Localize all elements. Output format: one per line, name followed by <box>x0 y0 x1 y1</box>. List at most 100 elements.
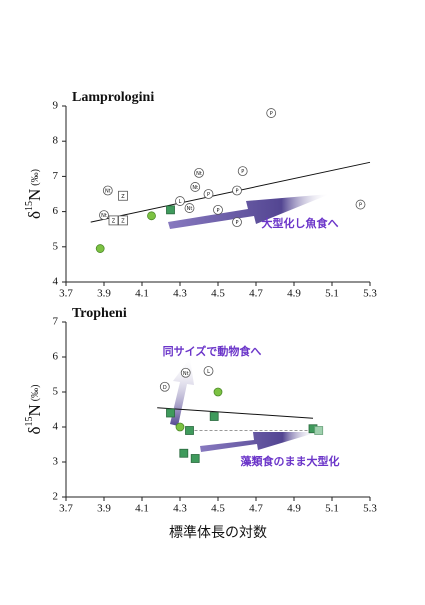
y-label-element: N <box>25 404 44 416</box>
chart-title: Lamprologini <box>72 90 154 105</box>
y-tick-label: 3 <box>53 456 59 468</box>
point-label: P <box>359 203 362 209</box>
annotation: 藻類食のまま大型化 <box>241 454 340 468</box>
x-tick-label: 3.9 <box>97 503 111 515</box>
y-tick-label: 7 <box>53 170 59 182</box>
point <box>355 199 366 210</box>
point <box>179 448 189 458</box>
point-label: Z <box>121 218 125 224</box>
point <box>232 185 242 196</box>
point-label: Z <box>112 218 116 224</box>
point-label: Nt <box>192 185 198 191</box>
x-tick-label: 4.1 <box>135 503 149 515</box>
x-tick-label: 4.3 <box>173 503 187 515</box>
point <box>185 426 194 435</box>
trend-line <box>90 161 371 223</box>
x-tick-label: 5.1 <box>325 288 339 300</box>
x-tick-label: 5.1 <box>325 503 339 515</box>
y-label-symbol: δ <box>25 211 44 219</box>
y-label-unit: (‰) <box>30 385 41 402</box>
point <box>314 426 324 435</box>
point <box>190 182 201 192</box>
arrow <box>168 194 330 229</box>
point <box>203 366 214 376</box>
y-tick-label: 8 <box>53 135 59 147</box>
point <box>190 454 200 463</box>
point <box>159 381 170 392</box>
point <box>175 196 185 206</box>
y-axis-label: δ15N (‰) <box>24 385 44 435</box>
y-axis-label: δ15N (‰) <box>24 169 44 219</box>
x-axis-label: 標準体長の対数 <box>169 525 267 541</box>
x-tick-label: 4.7 <box>249 288 263 300</box>
x-tick-label: 4.3 <box>173 288 187 300</box>
point-label: P <box>270 111 273 117</box>
point-label: P <box>216 208 219 214</box>
x-tick-label: 3.9 <box>97 288 111 300</box>
point <box>203 189 214 199</box>
y-tick-label: 4 <box>53 421 59 433</box>
point <box>209 412 219 421</box>
point <box>194 167 204 178</box>
chart-title: Tropheni <box>72 306 127 321</box>
y-tick-label: 7 <box>53 316 59 328</box>
point <box>213 204 223 215</box>
point <box>232 217 242 228</box>
point <box>166 408 175 418</box>
point-label: P <box>235 188 238 194</box>
x-tick-label: 3.7 <box>59 503 73 515</box>
annotation: 大型化し魚食へ <box>262 216 339 230</box>
y-tick-label: 5 <box>53 386 59 398</box>
point <box>175 422 185 432</box>
point-label: Nt <box>183 371 189 377</box>
trend-line <box>157 407 314 419</box>
point <box>118 215 128 226</box>
point <box>95 244 105 253</box>
point <box>108 215 119 226</box>
point-label: L <box>207 369 210 375</box>
y-tick-label: 5 <box>53 240 59 252</box>
arrow <box>200 432 318 452</box>
point-label: Nt <box>187 206 193 212</box>
point-label: D <box>163 385 167 391</box>
point-label: Nt <box>101 213 107 219</box>
y-label-mass: 15 <box>24 201 35 211</box>
y-tick-label: 2 <box>53 491 59 503</box>
y-tick-label: 9 <box>53 100 59 112</box>
point <box>184 203 195 213</box>
annotation: 同サイズで動物食へ <box>163 344 262 358</box>
point-label: P <box>207 192 210 198</box>
y-label-unit: (‰) <box>30 169 41 186</box>
point-label: P <box>235 220 238 226</box>
point-label: Z <box>121 194 125 200</box>
x-tick-label: 3.7 <box>59 288 73 300</box>
y-label-symbol: δ <box>25 426 44 434</box>
point <box>147 211 156 221</box>
point <box>180 367 191 378</box>
plot: 3.7 3.9 4.1 4.3 4.5 4.7 4.9 5.1 5.3 4 5 6 7 8 9 Lamprol… <box>24 90 377 541</box>
x-tick-label: 5.3 <box>363 288 377 300</box>
point-label: P <box>241 169 244 175</box>
x-tick-label: 4.1 <box>135 288 149 300</box>
point-label: Nt <box>105 188 111 194</box>
point <box>237 166 248 177</box>
x-tick-label: 4.9 <box>287 503 301 515</box>
point <box>166 205 175 215</box>
y-label-element: N <box>25 189 44 201</box>
x-tick-label: 4.7 <box>249 503 263 515</box>
point-label: Nt <box>196 171 202 177</box>
x-tick-label: 4.9 <box>287 288 301 300</box>
point <box>118 190 128 201</box>
y-tick-label: 6 <box>53 351 59 363</box>
point <box>213 387 223 397</box>
y-label-mass: 15 <box>24 416 35 426</box>
y-tick-label: 6 <box>53 205 59 217</box>
x-tick-label: 5.3 <box>363 503 377 515</box>
point <box>99 210 109 221</box>
point <box>102 185 113 196</box>
point-label: L <box>179 199 182 205</box>
y-tick-label: 4 <box>53 276 59 288</box>
x-tick-label: 4.5 <box>211 503 225 515</box>
x-tick-label: 4.5 <box>211 288 225 300</box>
